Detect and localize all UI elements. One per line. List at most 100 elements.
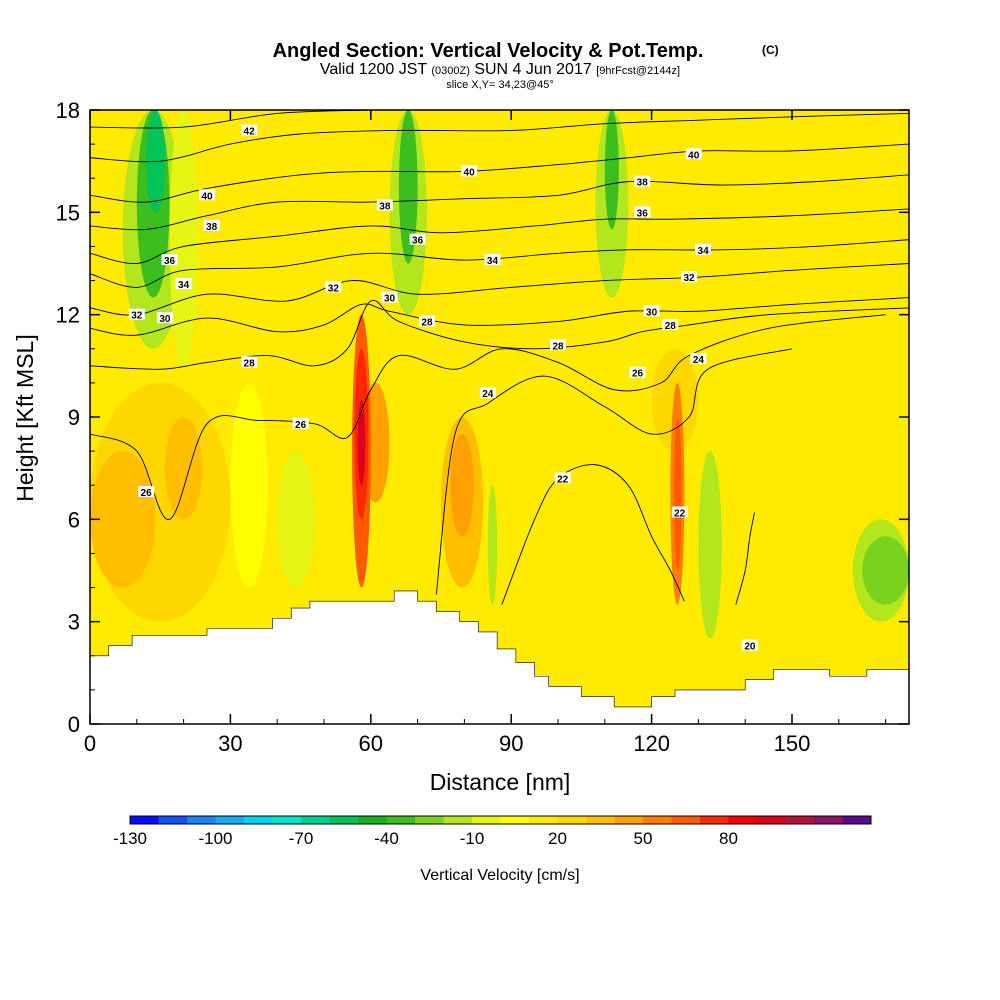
y-tick-label: 12	[56, 303, 80, 328]
contour-label-bg	[376, 199, 393, 211]
chart-title: Angled Section: Vertical Velocity & Pot.…	[273, 40, 704, 62]
contour-label: 36	[637, 208, 649, 219]
contour-label: 32	[131, 311, 143, 322]
chart-slice-info: slice X,Y= 34,23@45°	[446, 79, 554, 91]
contour-label: 30	[384, 294, 396, 305]
x-axis-label: Distance [nm]	[430, 769, 571, 795]
contour-label-bg	[550, 339, 566, 351]
contour-label-bg	[690, 353, 707, 365]
chart-title-units: (C)	[762, 43, 779, 57]
contour-label: 40	[464, 167, 476, 178]
contour-label: 34	[487, 256, 499, 267]
colorbar-tick-label: 50	[634, 829, 653, 848]
colorbar-swatch	[557, 816, 587, 824]
colorbar-tick-label: -70	[289, 829, 314, 848]
theta-contour-34	[90, 239, 909, 288]
vv-cell	[277, 451, 315, 588]
contour-label: 28	[552, 341, 564, 352]
colorbar-swatch	[842, 816, 872, 824]
vv-cell	[90, 451, 156, 588]
colorbar-swatch	[329, 816, 359, 824]
colorbar-tick-label: -100	[198, 829, 232, 848]
theta-contour-42	[90, 112, 909, 163]
plot-area: 20 22 22 24 24 26 26 26 28 28 28 28 30 30 30 32 32 32 34 34…	[90, 110, 909, 724]
contour-label: 40	[688, 150, 700, 161]
colorbar-tick-label: -40	[374, 829, 399, 848]
colorbar-swatch	[358, 816, 387, 824]
y-tick-label: 0	[68, 712, 80, 737]
contour-label-bg	[161, 254, 178, 266]
colorbar-label: Vertical Velocity [cm/s]	[420, 867, 579, 884]
colorbar-swatch	[757, 816, 786, 824]
contour-label-bg	[156, 312, 173, 324]
contour-label-bg	[484, 254, 501, 266]
contour-label: 24	[482, 389, 494, 400]
theta-contour-20	[735, 512, 756, 605]
contour-label-bg	[292, 417, 309, 429]
contour-label: 28	[665, 321, 677, 332]
contour-label: 28	[421, 317, 433, 328]
contour-label-bg	[418, 315, 435, 327]
theta-contour-24	[435, 348, 793, 595]
contour-label: 36	[412, 236, 424, 247]
vv-cell	[759, 348, 783, 520]
contour-label-bg	[695, 243, 712, 255]
theta-contour-44	[90, 110, 371, 129]
contour-label: 34	[178, 280, 190, 291]
contour-label: 26	[141, 488, 153, 499]
colorbar-swatch	[529, 816, 558, 824]
x-tick-label: 0	[84, 731, 96, 756]
y-tick-label: 6	[68, 507, 80, 532]
contour-label: 22	[557, 474, 569, 485]
theta-contour-36	[90, 208, 909, 264]
contour-label-bg	[381, 291, 398, 303]
contour-label: 38	[637, 178, 649, 189]
contour-label-bg	[325, 281, 342, 293]
theta-contour-38	[90, 174, 909, 231]
contour-label-bg	[479, 387, 496, 399]
colorbar-swatch	[586, 816, 615, 824]
vv-cell	[450, 434, 474, 537]
vv-cell	[674, 417, 682, 571]
y-tick-label: 15	[56, 200, 80, 225]
colorbar	[129, 815, 872, 825]
vv-cell	[862, 536, 909, 605]
x-tick-label: 150	[774, 731, 811, 756]
contour-label: 28	[244, 358, 256, 369]
x-tick-label: 90	[499, 731, 523, 756]
contour-label-bg	[681, 271, 698, 283]
theta-contour-26	[90, 314, 886, 520]
colorbar-swatch	[244, 816, 273, 824]
contour-label: 40	[201, 191, 213, 202]
colorbar-swatch	[187, 816, 216, 824]
colorbar-swatch	[814, 816, 843, 824]
colorbar-swatch	[443, 816, 473, 824]
y-tick-label: 9	[68, 405, 80, 430]
contour-label-bg	[671, 506, 688, 518]
vv-cell	[604, 110, 619, 230]
contour-label: 38	[379, 202, 391, 213]
contour-label-bg	[241, 356, 258, 368]
contour-label: 26	[295, 420, 307, 431]
theta-contour-30	[90, 297, 909, 336]
contour-label-bg	[634, 175, 651, 187]
colorbar-swatch	[700, 816, 729, 824]
contour-label: 36	[164, 256, 176, 267]
colorbar-tick-labels: -130 -100 -70 -40 -10 20 50 80	[113, 829, 738, 848]
contour-label: 42	[244, 126, 256, 137]
y-tick-label: 3	[68, 610, 80, 635]
contour-label-bg	[461, 165, 478, 177]
vv-cell	[398, 110, 418, 264]
colorbar-tick-label: 80	[719, 829, 738, 848]
colorbar-swatch	[158, 816, 188, 824]
vv-cell	[487, 485, 498, 605]
colorbar-swatch	[728, 816, 758, 824]
colorbar-tick-label: 20	[548, 829, 567, 848]
terrain-mask	[90, 590, 909, 724]
vv-cell	[230, 382, 268, 588]
colorbar-swatch	[472, 816, 501, 824]
contour-label: 34	[698, 246, 710, 257]
x-tick-label: 120	[633, 731, 670, 756]
